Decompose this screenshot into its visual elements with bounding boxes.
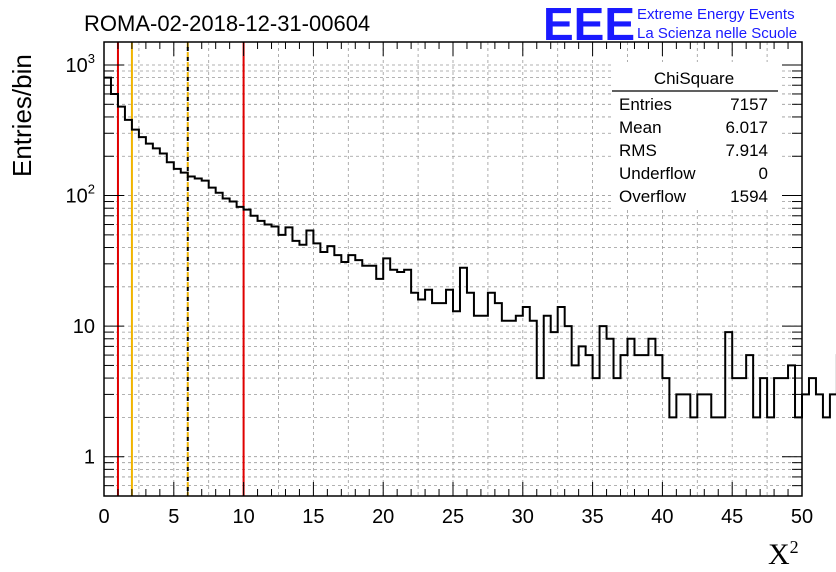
logo-eee-text: EEE [543, 0, 635, 50]
y-tick-label-exponent: 3 [88, 51, 95, 66]
reference-lines [116, 42, 245, 496]
y-tick-label: 10 [73, 316, 95, 338]
logo-line-2: La Scienza nelle Scuole [637, 25, 797, 42]
stats-rms-label: RMS [619, 141, 657, 160]
logo-line-1: Extreme Energy Events [637, 6, 795, 23]
x-tick-label: 30 [512, 506, 534, 528]
x-tick-label: 35 [581, 506, 603, 528]
y-tick-label-base: 1 [84, 447, 95, 469]
y-tick-label-base: 10 [73, 316, 95, 338]
y-axis-label: Entries/bin [7, 54, 37, 177]
x-tick-label: 10 [232, 506, 254, 528]
x-tick-label: 25 [442, 506, 464, 528]
y-tick-label: 102 [66, 182, 95, 208]
stats-overflow-label: Overflow [619, 187, 687, 206]
eee-logo: EEE Extreme Energy Events La Scienza nel… [543, 0, 797, 50]
stats-entries-value: 7157 [730, 95, 768, 114]
stats-underflow-value: 0 [759, 164, 768, 183]
stats-entries-label: Entries [619, 95, 672, 114]
stats-overflow-value: 1594 [730, 187, 768, 206]
stats-title: ChiSquare [654, 69, 734, 88]
stats-mean-value: 6.017 [725, 118, 768, 137]
x-axis-label: X2 [768, 537, 799, 571]
x-tick-label: 15 [302, 506, 324, 528]
y-tick-label: 103 [66, 51, 95, 77]
stats-box-background [612, 62, 782, 210]
x-tick-label: 45 [721, 506, 743, 528]
grid-lines [104, 42, 802, 496]
y-tick-label-base: 10 [66, 186, 88, 208]
axis-ticks [103, 42, 803, 497]
x-tick-label: 50 [791, 506, 813, 528]
stats-underflow-label: Underflow [619, 164, 696, 183]
stats-mean-label: Mean [619, 118, 662, 137]
x-tick-label: 40 [651, 506, 673, 528]
x-axis-label-base: X [768, 538, 790, 571]
y-tick-label-base: 10 [66, 55, 88, 77]
x-axis-label-superscript: 2 [790, 537, 799, 557]
stats-rms-value: 7.914 [725, 141, 768, 160]
x-tick-labels: 0 5 10 15 20 25 30 35 40 45 50 [98, 506, 813, 528]
x-tick-label: 20 [372, 506, 394, 528]
stats-box: ChiSquare Entries 7157 Mean 6.017 RMS 7.… [612, 62, 782, 210]
run-title: ROMA-02-2018-12-31-00604 [84, 11, 370, 36]
y-tick-label-exponent: 2 [88, 182, 95, 197]
x-tick-label: 5 [168, 506, 179, 528]
y-tick-label: 1 [84, 447, 95, 469]
x-tick-label: 0 [98, 506, 109, 528]
histogram-step-line [104, 76, 836, 419]
